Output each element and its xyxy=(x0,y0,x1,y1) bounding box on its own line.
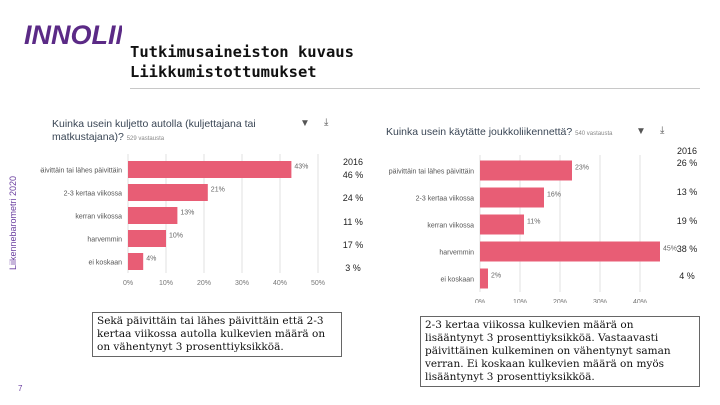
page-number: 7 xyxy=(18,384,23,393)
download-icon[interactable]: ⤓ xyxy=(660,125,665,136)
x-tick-label: 30% xyxy=(235,280,249,287)
left-note: Sekä päivittäin tai lähes päivittäin ett… xyxy=(92,312,342,357)
filter-icon[interactable]: ▼ xyxy=(300,118,310,129)
x-tick-label: 20% xyxy=(197,280,211,287)
bar xyxy=(480,187,544,208)
filter-icon[interactable]: ▼ xyxy=(636,126,646,137)
right-bar-chart: 0% 10% 20% 30% 40% päivittäin tai lähes päivi… xyxy=(389,155,677,303)
right-2016-value-1: 26 % xyxy=(676,158,698,168)
left-2016-header: 2016 xyxy=(342,157,364,167)
x-tick-label: 40% xyxy=(273,280,287,287)
left-response-count: 529 vastausta xyxy=(126,136,165,142)
x-tick-label: 40% xyxy=(633,299,647,303)
category-label: päivittäin tai lähes päivittäin xyxy=(40,168,122,175)
title-divider xyxy=(130,88,700,89)
data-label: 45% xyxy=(663,246,677,253)
category-label: ei koskaan xyxy=(441,277,475,284)
category-label: harvemmin xyxy=(439,250,474,257)
x-tick-label: 20% xyxy=(553,299,567,303)
data-label: 21% xyxy=(211,187,225,194)
x-tick-label: 0% xyxy=(123,280,133,287)
x-tick-label: 0% xyxy=(475,299,485,303)
x-tick-label: 50% xyxy=(311,280,325,287)
data-label: 10% xyxy=(169,233,183,240)
bar xyxy=(128,184,208,201)
category-label: kerran viikossa xyxy=(427,223,474,230)
left-2016-value-5: 3 % xyxy=(345,263,361,273)
innolink-logo: INNOLINK xyxy=(22,14,157,55)
category-label: kerran viikossa xyxy=(75,214,122,221)
bar xyxy=(480,160,572,181)
right-2016-value-2: 13 % xyxy=(676,187,698,197)
bar xyxy=(128,230,166,247)
left-question-text: Kuinka usein kuljetto autolla (kuljettaj… xyxy=(52,118,256,143)
right-question: Kuinka usein käytätte joukkoliikennettä?… xyxy=(386,126,636,141)
x-tick-label: 10% xyxy=(513,299,527,303)
right-2016-value-4: 38 % xyxy=(676,244,698,254)
left-2016-value-4: 17 % xyxy=(342,240,364,250)
bar xyxy=(128,161,292,178)
data-label: 43% xyxy=(294,164,308,171)
category-label: 2-3 kertaa viikossa xyxy=(416,196,474,203)
left-question: Kuinka usein kuljetto autolla (kuljettaj… xyxy=(52,118,292,146)
title-line-2: Liikkumistottumukset xyxy=(130,63,317,81)
right-note: 2-3 kertaa viikossa kulkevien määrä on l… xyxy=(420,316,700,387)
sidebar-caption: Liikennebarometri 2020 xyxy=(8,175,18,270)
data-label: 23% xyxy=(575,165,589,172)
left-bar-chart: 0% 10% 20% 30% 40% 50% päivittäin tai lähes pä… xyxy=(40,154,325,287)
data-label: 2% xyxy=(491,273,501,280)
left-2016-value-1: 46 % xyxy=(342,170,364,180)
bar xyxy=(480,214,524,235)
data-label: 4% xyxy=(146,256,156,263)
right-2016-value-3: 19 % xyxy=(676,216,698,226)
bar xyxy=(128,253,144,270)
category-label: päivittäin tai lähes päivittäin xyxy=(389,169,474,176)
title-line-1: Tutkimusaineiston kuvaus xyxy=(130,43,354,61)
right-2016-header: 2016 xyxy=(676,146,698,156)
right-2016-value-5: 4 % xyxy=(679,271,695,281)
data-label: 13% xyxy=(180,210,194,217)
data-label: 16% xyxy=(547,192,561,199)
category-label: ei koskaan xyxy=(89,260,123,267)
bar xyxy=(480,241,660,262)
page-title: Tutkimusaineiston kuvaus Liikkumistottum… xyxy=(130,42,354,82)
left-2016-value-2: 24 % xyxy=(342,193,364,203)
category-label: 2-3 kertaa viikossa xyxy=(64,191,122,198)
left-2016-value-3: 11 % xyxy=(343,217,363,227)
right-question-text: Kuinka usein käytätte joukkoliikennettä? xyxy=(386,126,573,138)
data-label: 11% xyxy=(527,219,541,226)
bar xyxy=(480,268,488,289)
category-label: harvemmin xyxy=(87,237,122,244)
download-icon[interactable]: ⤓ xyxy=(324,117,329,128)
x-tick-label: 30% xyxy=(593,299,607,303)
right-response-count: 540 vastausta xyxy=(575,131,613,137)
x-tick-label: 10% xyxy=(159,280,173,287)
logo-graphic: INNOLINK xyxy=(24,20,157,50)
logo-text: INNOLINK xyxy=(24,20,122,50)
bar xyxy=(128,207,178,224)
